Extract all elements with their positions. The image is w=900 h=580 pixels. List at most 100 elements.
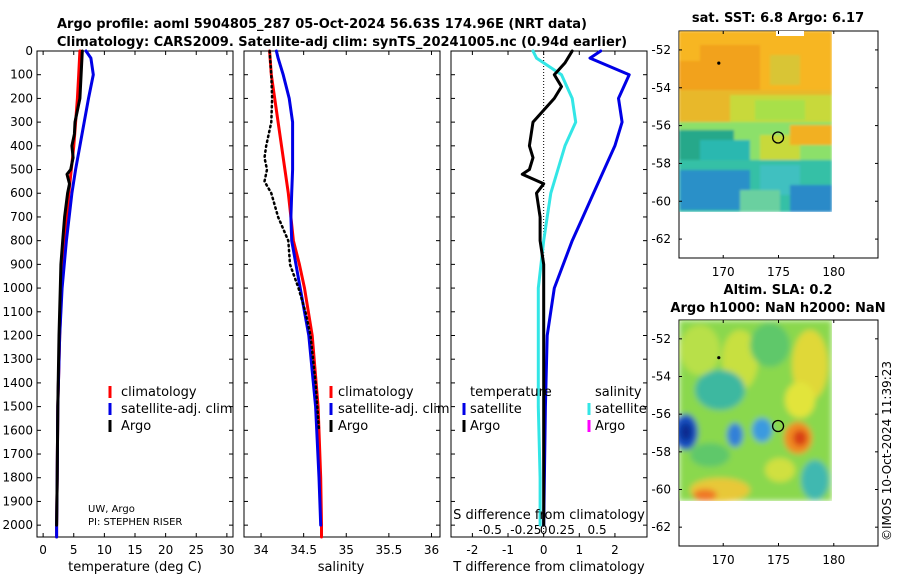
temperature-axes-box <box>36 50 234 538</box>
difference-legend-s-satellite: satellite <box>595 402 647 417</box>
source-institution: UW, Argo <box>88 504 135 515</box>
sla-lon-label: 175 <box>767 553 790 567</box>
temperature-ytick-label: 800 <box>10 234 33 248</box>
sst-lon-label: 175 <box>767 265 790 279</box>
salinity-y-ticks <box>244 50 440 526</box>
sla-map-field <box>679 320 832 501</box>
sla-map-title-line1: Altim. SLA: 0.2 <box>724 283 833 298</box>
temperature-legend-satellite: satellite-adj. clim <box>121 402 233 417</box>
difference-panel: -2 -1 0 1 2 -0.5 -0.25 0.25 0.5 0 T difference fr… <box>450 49 648 575</box>
difference-legend-temperature-header: temperature <box>470 385 552 400</box>
temperature-ytick-label: 0 <box>25 44 33 58</box>
difference-legend-t-satellite: satellite <box>470 402 522 417</box>
difference-legend-t-argo: Argo <box>470 419 500 434</box>
d-line-s-satellite <box>531 49 578 527</box>
temperature-ytick-label: 1400 <box>2 376 33 390</box>
t-line-argo <box>55 49 84 527</box>
sla-lat-label: -54 <box>651 370 671 384</box>
salinity-x-label: salinity <box>318 560 365 575</box>
figure-title-line2: Climatology: CARS2009. Satellite-adj cli… <box>57 35 627 50</box>
sst-map-axes: -52 -54 -56 -58 -60 -62 170 175 180 <box>651 31 878 279</box>
difference-top-xtick-label-zero: 0 <box>540 523 548 537</box>
sla-lat-label: -56 <box>651 407 671 421</box>
s-xtick-label: 36 <box>424 543 439 557</box>
t-xtick-label: 30 <box>219 543 234 557</box>
sst-lon-label: 180 <box>822 265 845 279</box>
sla-lon-label: 180 <box>822 553 845 567</box>
temperature-ytick-label: 1500 <box>2 400 33 414</box>
temperature-ytick-label: 900 <box>10 257 33 271</box>
temperature-y-ticks: 0 100 200 300 400 500 600 700 800 900 1000 1100 1200… <box>2 44 233 532</box>
sst-map-panel: sat. SST: 6.8 Argo: 6.17 <box>651 11 879 279</box>
sst-lat-label: -62 <box>651 232 671 246</box>
temperature-ytick-label: 1600 <box>2 423 33 437</box>
t-xtick-label: 5 <box>70 543 78 557</box>
sla-map-panel: Altim. SLA: 0.2 Argo h1000: NaN h2000: N… <box>651 283 885 567</box>
temperature-ytick-label: 100 <box>10 68 33 82</box>
salinity-legend: climatology satellite-adj. clim Argo <box>329 385 450 434</box>
t-xtick-label: 0 <box>39 543 47 557</box>
s-line-argo <box>263 49 321 432</box>
d-xtick-label: -2 <box>466 543 478 557</box>
sla-lat-label: -62 <box>651 520 671 534</box>
s-xtick-label: 34 <box>253 543 268 557</box>
sst-map-field <box>679 31 832 212</box>
salinity-axes-box <box>243 50 441 538</box>
temperature-ytick-label: 1300 <box>2 352 33 366</box>
temperature-ytick-label: 1100 <box>2 305 33 319</box>
temperature-x-ticks: 0 5 10 15 20 25 30 <box>39 51 235 557</box>
difference-series <box>520 49 631 537</box>
salinity-legend-argo: Argo <box>338 419 368 434</box>
difference-legend-s-argo: Argo <box>595 419 625 434</box>
temperature-ytick-label: 1800 <box>2 471 33 485</box>
difference-top-xtick-label: -0.25 <box>510 523 541 537</box>
difference-x-ticks: -2 -1 0 1 2 -0.5 -0.25 0.25 0.5 0 <box>466 51 619 557</box>
difference-top-x-label: S difference from climatology <box>453 508 645 523</box>
t-xtick-label: 15 <box>127 543 142 557</box>
temperature-ytick-label: 2000 <box>2 518 33 532</box>
source-pi: PI: STEPHEN RISER <box>88 517 182 528</box>
salinity-series <box>263 49 323 539</box>
sla-map-argo-location-marker <box>771 419 785 433</box>
temperature-legend: climatology satellite-adj. clim Argo <box>108 385 233 434</box>
d-xtick-label: 2 <box>611 543 619 557</box>
t-xtick-label: 10 <box>97 543 112 557</box>
sla-map-title-line2: Argo h1000: NaN h2000: NaN <box>670 301 885 316</box>
salinity-panel: 34 34.5 35 35.5 36 salinity climatology sate… <box>243 49 450 575</box>
difference-top-xtick-label: 0.5 <box>588 523 607 537</box>
salinity-x-ticks: 34 34.5 35 35.5 36 <box>253 51 439 557</box>
sst-map-other-profile <box>717 61 721 65</box>
sla-lat-label: -58 <box>651 445 671 459</box>
salinity-legend-climatology: climatology <box>338 385 414 400</box>
salinity-legend-satellite: satellite-adj. clim <box>338 402 450 417</box>
d-xtick-label: -1 <box>502 543 514 557</box>
temperature-ytick-label: 1900 <box>2 494 33 508</box>
sla-lat-label: -60 <box>651 483 671 497</box>
temperature-panel: 0100200300400500600700800900100011001200… <box>2 44 234 575</box>
difference-axes-box <box>450 50 648 538</box>
s-line-satellite-adj-clim <box>274 49 323 527</box>
sst-lat-label: -60 <box>651 194 671 208</box>
sla-lat-label: -52 <box>651 332 671 346</box>
temperature-legend-climatology: climatology <box>121 385 197 400</box>
s-xtick-label: 35 <box>339 543 354 557</box>
temperature-ytick-label: 1200 <box>2 328 33 342</box>
temperature-x-label: temperature (deg C) <box>68 560 202 575</box>
d-line-t-argo <box>520 49 574 527</box>
difference-legend: temperature salinity satellite Argo sate… <box>462 385 647 434</box>
t-xtick-label: 20 <box>158 543 173 557</box>
temperature-ytick-label: 700 <box>10 210 33 224</box>
d-xtick-label: 0 <box>540 543 548 557</box>
sst-lon-label: 170 <box>712 265 735 279</box>
difference-top-xtick-label: -0.5 <box>478 523 501 537</box>
sst-lat-label: -54 <box>651 81 671 95</box>
temperature-legend-argo: Argo <box>121 419 151 434</box>
difference-legend-salinity-header: salinity <box>595 385 642 400</box>
sst-lat-label: -52 <box>651 43 671 57</box>
s-xtick-label: 34.5 <box>290 543 317 557</box>
t-xtick-label: 25 <box>189 543 204 557</box>
sst-lat-label: -56 <box>651 119 671 133</box>
difference-y-ticks <box>451 50 647 526</box>
d-line-t-satellite <box>542 49 631 527</box>
